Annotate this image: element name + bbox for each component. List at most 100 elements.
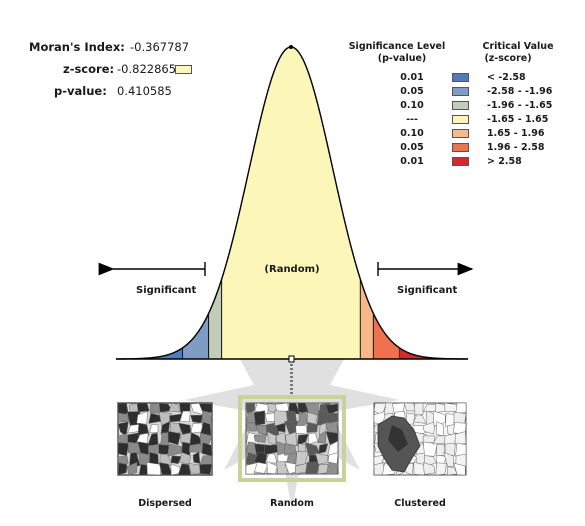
map-polygon [444, 443, 456, 456]
legend-row-p: 0.05 [400, 142, 424, 153]
map-polygon [253, 434, 267, 443]
map-polygon [414, 402, 424, 417]
right-significant-label: Significant [397, 285, 458, 296]
map-polygon [308, 432, 319, 445]
map-polygon [453, 462, 466, 476]
map-polygon [245, 402, 255, 414]
map-polygon [325, 431, 339, 445]
map-polygon [137, 422, 150, 437]
legend-row-p: 0.05 [400, 86, 424, 97]
legend-header-z-line2: (z-score) [484, 53, 532, 64]
map-polygon [455, 453, 467, 467]
map-polygon [170, 455, 182, 465]
legend-row-p: 0.10 [400, 100, 424, 111]
legend-row-swatch [452, 87, 469, 96]
legend-row-z: 1.96 - 2.58 [487, 142, 545, 153]
curve-peak-dot [289, 45, 293, 49]
legend-header-p-line1: Significance Level [348, 41, 446, 52]
map-polygon [413, 414, 427, 424]
map-polygon [317, 430, 327, 444]
map-polygon [432, 410, 446, 427]
map-polygon [168, 402, 181, 413]
map-polygon [136, 411, 148, 425]
map-polygon [266, 461, 278, 475]
map-polygon [201, 410, 213, 426]
map-polygon [245, 422, 259, 432]
map-polygon [318, 443, 329, 454]
legend-row-z: > 2.58 [487, 156, 522, 167]
map-polygon [188, 463, 203, 475]
legend-row-swatch [452, 115, 469, 124]
map-polygon [146, 462, 162, 476]
legend-row-z: 1.65 - 1.96 [487, 128, 545, 139]
map-polygon [179, 410, 191, 423]
significance-band [399, 347, 468, 359]
z-score-swatch [175, 65, 192, 74]
map-polygon [422, 421, 436, 435]
map-caption-dispersed: Dispersed [138, 498, 192, 509]
map-polygon [167, 430, 181, 446]
map-caption-random: Random [270, 498, 314, 509]
map-polygon [423, 441, 438, 457]
p-value-value: 0.410585 [117, 84, 172, 98]
map-polygon [295, 425, 309, 435]
map-polygon [285, 431, 297, 447]
map-polygon [443, 451, 454, 468]
significance-band [116, 347, 183, 359]
legend-header-p-line2: (p-value) [377, 53, 427, 64]
legend-row-swatch [452, 143, 469, 152]
significance-band [208, 278, 223, 360]
legend-row-p: 0.01 [400, 72, 424, 83]
map-polygon [200, 421, 212, 436]
map-polygon [305, 461, 321, 475]
map-polygon [149, 424, 159, 434]
map-polygon [149, 451, 159, 465]
map-polygon [454, 431, 467, 446]
map-polygon [169, 422, 182, 435]
map-random [238, 395, 346, 482]
map-polygon [326, 412, 339, 423]
legend-header-z-line1: Critical Value [482, 41, 554, 52]
map-polygon [198, 455, 213, 467]
z-score-label: z-score: [63, 62, 115, 76]
map-polygon [117, 442, 129, 457]
map-polygon [297, 434, 309, 447]
legend-row-swatch [452, 157, 469, 166]
legend-row-p: 0.10 [400, 128, 424, 139]
p-value-label: p-value: [54, 84, 107, 98]
legend-row-swatch [452, 73, 469, 82]
map-polygon [254, 461, 269, 474]
map-dispersed [117, 402, 213, 476]
legend-row-p: --- [406, 114, 418, 125]
map-polygon [423, 462, 436, 475]
morans-index-value: -0.367787 [130, 40, 190, 54]
map-polygon [136, 402, 150, 413]
morans-index-label: Moran's Index: [29, 40, 125, 54]
z-score-value: -0.822865 [117, 62, 177, 76]
map-polygon [315, 452, 329, 465]
significance-band [359, 278, 374, 360]
map-polygon [435, 443, 446, 457]
map-polygon [306, 422, 318, 433]
legend-row-swatch [452, 129, 469, 138]
map-polygon [190, 422, 203, 434]
significance-band [221, 46, 361, 360]
map-polygon [199, 463, 212, 475]
map-caption-clustered: Clustered [394, 498, 446, 509]
legend-row-z: -1.96 - -1.65 [487, 100, 553, 111]
map-polygon [298, 411, 308, 427]
map-polygon [117, 462, 128, 476]
random-label: (Random) [264, 264, 320, 275]
map-polygon [325, 403, 339, 415]
map-polygon [264, 444, 279, 455]
z-score-marker [288, 355, 295, 398]
left-significant-label: Significant [136, 285, 197, 296]
legend-row-z: -2.58 - -1.96 [487, 86, 553, 97]
map-polygon [455, 402, 467, 415]
map-polygon [253, 410, 266, 426]
map-clustered [373, 402, 467, 476]
map-polygon [198, 403, 213, 415]
map-polygon [275, 422, 286, 433]
